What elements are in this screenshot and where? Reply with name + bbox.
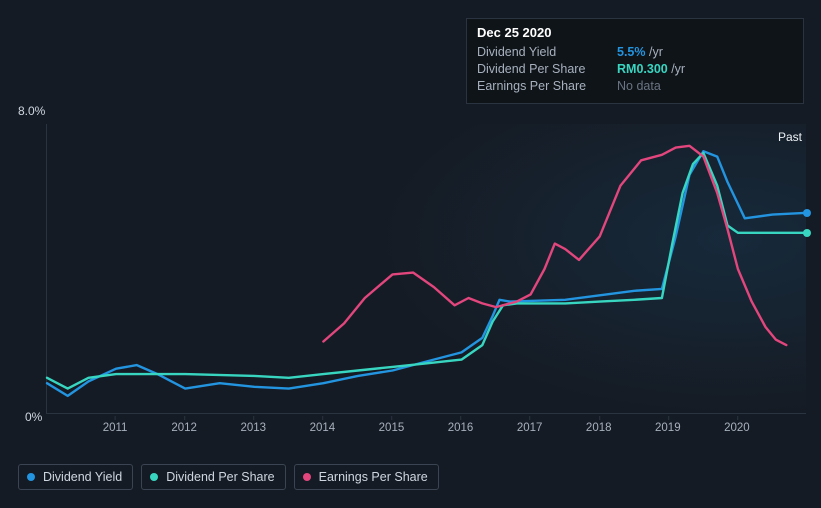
- tooltip-label: Earnings Per Share: [477, 78, 617, 95]
- legend-dot-icon: [303, 473, 311, 481]
- x-tick: 2017: [517, 422, 543, 434]
- x-tick: 2020: [724, 422, 750, 434]
- legend-dot-icon: [150, 473, 158, 481]
- x-axis: 2011 2012 2013 2014 2015 2016 2017 2018 2019 2020: [46, 418, 806, 442]
- tooltip-value: 5.5% /yr: [617, 44, 663, 61]
- legend-dot-icon: [27, 473, 35, 481]
- tooltip-row: Earnings Per ShareNo data: [477, 78, 793, 95]
- chart-plot-area[interactable]: Past: [46, 124, 806, 414]
- legend-label: Earnings Per Share: [319, 470, 428, 484]
- tooltip-date: Dec 25 2020: [477, 25, 793, 40]
- legend-label: Dividend Yield: [43, 470, 122, 484]
- x-tick: 2019: [655, 422, 681, 434]
- series-line: [323, 146, 786, 345]
- dividend-chart: 8.0% 0% Past 201120122013201420152016201…: [18, 108, 806, 448]
- legend-label: Dividend Per Share: [166, 470, 274, 484]
- chart-tooltip: Dec 25 2020 Dividend Yield5.5% /yrDivide…: [466, 18, 804, 104]
- series-end-dot: [803, 229, 811, 237]
- tooltip-value: RM0.300 /yr: [617, 61, 685, 78]
- series-line: [47, 153, 807, 389]
- y-axis-max-label: 8.0%: [18, 104, 45, 118]
- chart-legend: Dividend Yield Dividend Per Share Earnings…: [18, 464, 439, 490]
- legend-item[interactable]: Dividend Per Share: [141, 464, 285, 490]
- y-axis-min-label: 0%: [25, 410, 42, 424]
- tooltip-row: Dividend Per ShareRM0.300 /yr: [477, 61, 793, 78]
- legend-item[interactable]: Dividend Yield: [18, 464, 133, 490]
- series-line: [47, 151, 807, 396]
- x-tick: 2012: [171, 422, 197, 434]
- x-tick: 2016: [448, 422, 474, 434]
- series-end-dot: [803, 209, 811, 217]
- tooltip-label: Dividend Per Share: [477, 61, 617, 78]
- chart-lines: [47, 124, 807, 414]
- legend-item[interactable]: Earnings Per Share: [294, 464, 439, 490]
- x-tick: 2011: [103, 422, 128, 434]
- tooltip-label: Dividend Yield: [477, 44, 617, 61]
- x-tick: 2018: [586, 422, 612, 434]
- x-tick: 2015: [379, 422, 405, 434]
- x-tick: 2013: [240, 422, 266, 434]
- tooltip-value: No data: [617, 78, 661, 95]
- tooltip-row: Dividend Yield5.5% /yr: [477, 44, 793, 61]
- x-tick: 2014: [310, 422, 336, 434]
